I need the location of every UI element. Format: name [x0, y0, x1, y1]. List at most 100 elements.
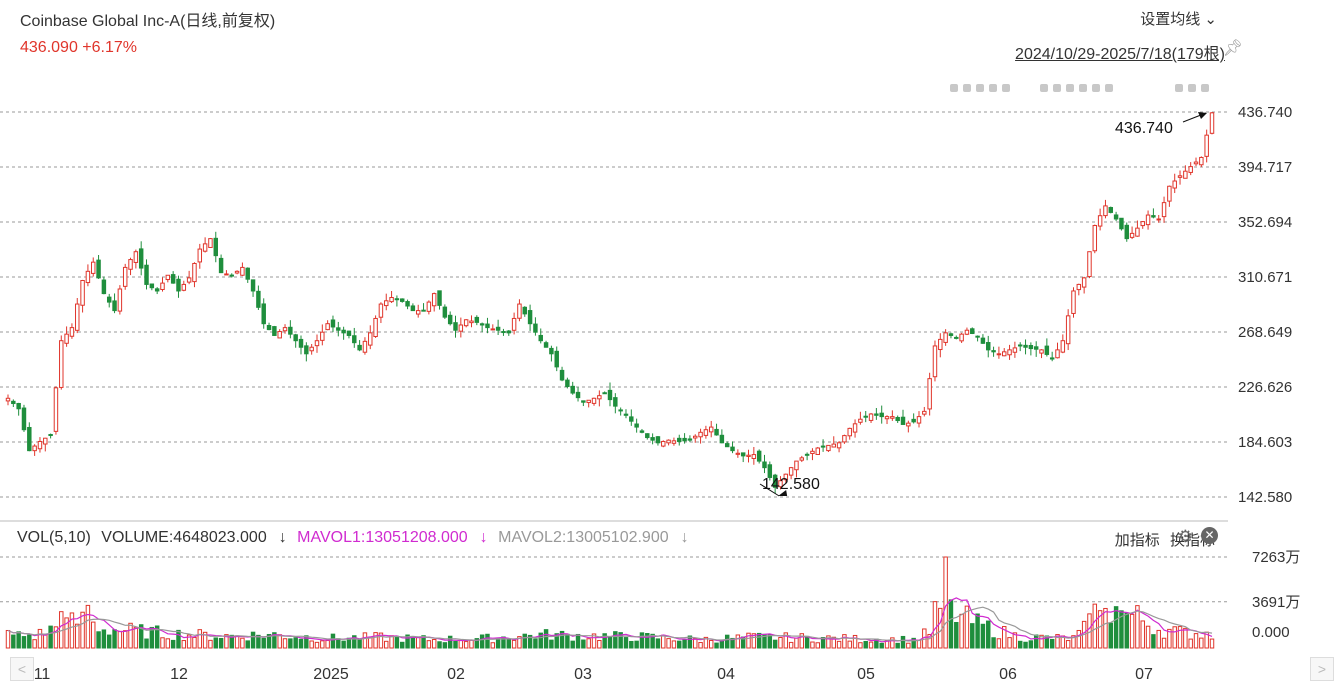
volume-bar: [863, 640, 868, 649]
candle: [224, 270, 229, 276]
add-indicator-button[interactable]: 加指标: [1114, 532, 1160, 549]
candle: [783, 473, 789, 484]
drawing-tool-icon[interactable]: [1066, 84, 1074, 92]
volume-bar: [634, 640, 639, 649]
candle: [1033, 341, 1039, 357]
candle: [442, 304, 448, 319]
candle: [314, 334, 320, 353]
drawing-tool-icon[interactable]: [1053, 84, 1061, 92]
candle: [1071, 287, 1076, 318]
candle: [341, 326, 346, 340]
volume-bar: [85, 604, 91, 649]
candle: [421, 303, 426, 312]
candle: [799, 455, 805, 463]
candle: [868, 412, 874, 423]
mavol1-value: MAVOL1:13051208.000: [297, 529, 468, 546]
volume-bar: [437, 641, 442, 649]
pin-icon[interactable]: 📌︎: [1222, 40, 1243, 57]
candle: [106, 293, 112, 308]
volume-bar: [399, 641, 405, 649]
scroll-left-button[interactable]: <: [10, 657, 34, 681]
volume-bar: [144, 638, 149, 649]
gear-icon[interactable]: ⚙: [1177, 527, 1193, 546]
candle: [730, 441, 735, 454]
candle: [831, 436, 836, 448]
candle: [149, 283, 155, 291]
candle: [842, 434, 847, 444]
candle: [234, 270, 240, 275]
price-annotations: 436.740 142.580: [759, 112, 1207, 497]
candle: [80, 279, 85, 313]
drawing-tool-icon[interactable]: [950, 84, 958, 92]
volume-bar: [751, 633, 757, 649]
volume-bar: [591, 633, 597, 649]
drawing-tool-icon[interactable]: [1079, 84, 1087, 92]
candle: [538, 328, 543, 344]
drawing-tool-icon[interactable]: [989, 84, 997, 92]
candle: [59, 335, 64, 390]
candle: [1161, 196, 1167, 223]
volume-bar: [677, 640, 682, 649]
candle: [591, 397, 597, 406]
candle: [724, 441, 730, 448]
candle: [43, 437, 48, 452]
volume-bar: [810, 641, 815, 649]
drawing-tool-icon[interactable]: [1175, 84, 1183, 92]
volume-bar: [5, 629, 11, 649]
candle: [170, 271, 176, 284]
volume-bar: [21, 636, 27, 649]
volume-bar: [154, 625, 160, 649]
volume-bar: [1167, 628, 1172, 649]
drawing-tool-icon[interactable]: [1188, 84, 1196, 92]
volume-bar: [661, 634, 666, 649]
drawing-tool-icon[interactable]: [1040, 84, 1048, 92]
candle: [197, 243, 203, 269]
volume-bar: [932, 601, 938, 649]
candle: [362, 337, 368, 355]
drawing-tool-icon[interactable]: [1201, 84, 1209, 92]
drawing-tool-icon[interactable]: [1105, 84, 1113, 92]
mavol1-arrow-icon: ↓: [479, 529, 488, 546]
volume-bar: [304, 635, 309, 649]
candle: [192, 262, 197, 288]
candle: [218, 254, 224, 274]
volume-bar: [160, 637, 165, 649]
candle: [501, 328, 506, 336]
volume-bar: [261, 637, 266, 649]
candle: [1092, 224, 1098, 254]
volume-bar: [804, 635, 810, 649]
candle: [122, 263, 128, 290]
candle: [1039, 349, 1044, 359]
volume-bar: [234, 635, 240, 649]
candle: [133, 249, 139, 269]
candle: [639, 428, 645, 434]
volume-bar: [986, 620, 991, 649]
candle: [522, 306, 527, 317]
volume-bar: [954, 621, 959, 649]
candle: [1012, 341, 1018, 358]
volume-bar: [714, 642, 719, 649]
date-range-link[interactable]: 2024/10/29-2025/7/18(179根): [1015, 46, 1225, 63]
candle: [336, 321, 341, 337]
drawing-tool-icon[interactable]: [976, 84, 984, 92]
price-gridlines: [0, 111, 1228, 498]
volume-bar: [906, 642, 911, 649]
close-icon[interactable]: ✕: [1201, 527, 1218, 544]
volume-bar: [16, 631, 21, 649]
drawing-tool-icon[interactable]: [1002, 84, 1010, 92]
candle: [1135, 220, 1140, 237]
volume-tick-label: 3691万: [1252, 594, 1300, 611]
volume-gridlines: [0, 556, 1228, 603]
drawing-tool-icon[interactable]: [1092, 84, 1100, 92]
volume-bar: [970, 623, 975, 649]
date-tick-label: 12: [170, 666, 188, 682]
ma-settings-dropdown[interactable]: 设置均线 ⌄: [1140, 11, 1217, 28]
scroll-right-button[interactable]: >: [1310, 657, 1334, 681]
volume-bar: [463, 641, 469, 649]
volume-bar: [1028, 640, 1034, 649]
volume-bar: [575, 633, 581, 649]
volume-bar: [975, 613, 980, 649]
drawing-tool-icon[interactable]: [963, 84, 971, 92]
chart-title: Coinbase Global Inc-A(日线,前复权): [20, 13, 276, 30]
